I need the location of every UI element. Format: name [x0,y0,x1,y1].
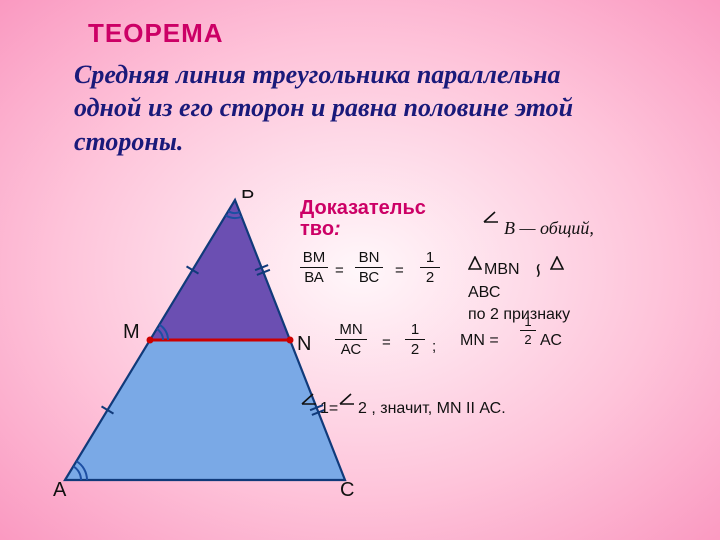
fraction: 12 [405,322,425,357]
svg-text:N: N [297,333,311,355]
last-line-1: 1= [320,400,338,418]
delta-symbol [468,256,482,270]
heading-theorem: ТЕОРЕМА [88,18,224,49]
fraction: ВМВА [300,250,328,285]
fraction: МNАС [335,322,367,357]
angle-symbol [300,392,318,406]
fraction: ВNВС [355,250,383,285]
similar-symbol: ∽ [526,262,551,279]
similar-mbn: МВN [484,261,520,279]
angle-b-text: В — общий, [504,218,594,239]
equals: = [335,262,344,279]
svg-text:М: М [123,321,140,343]
svg-text:А: А [53,479,67,500]
ac-text: АС [540,332,562,350]
equals: = [382,334,391,351]
theorem-statement: Средняя линия треугольника параллельна о… [74,58,634,158]
similar-reason: по 2 признаку [468,306,570,324]
angle-symbol [338,392,356,406]
mn-equals: МN = [460,332,499,350]
equals: = [395,262,404,279]
angle-symbol [482,210,500,224]
semicolon: ; [432,338,436,355]
delta-symbol [550,256,564,270]
svg-text:В: В [241,190,254,203]
last-line-2: 2 , значит, МN II АС. [358,400,506,418]
fraction: 12 [420,250,440,285]
similar-abc: АВС [468,284,500,302]
svg-text:С: С [340,479,354,500]
triangle-diagram: А В С М N [45,190,355,500]
